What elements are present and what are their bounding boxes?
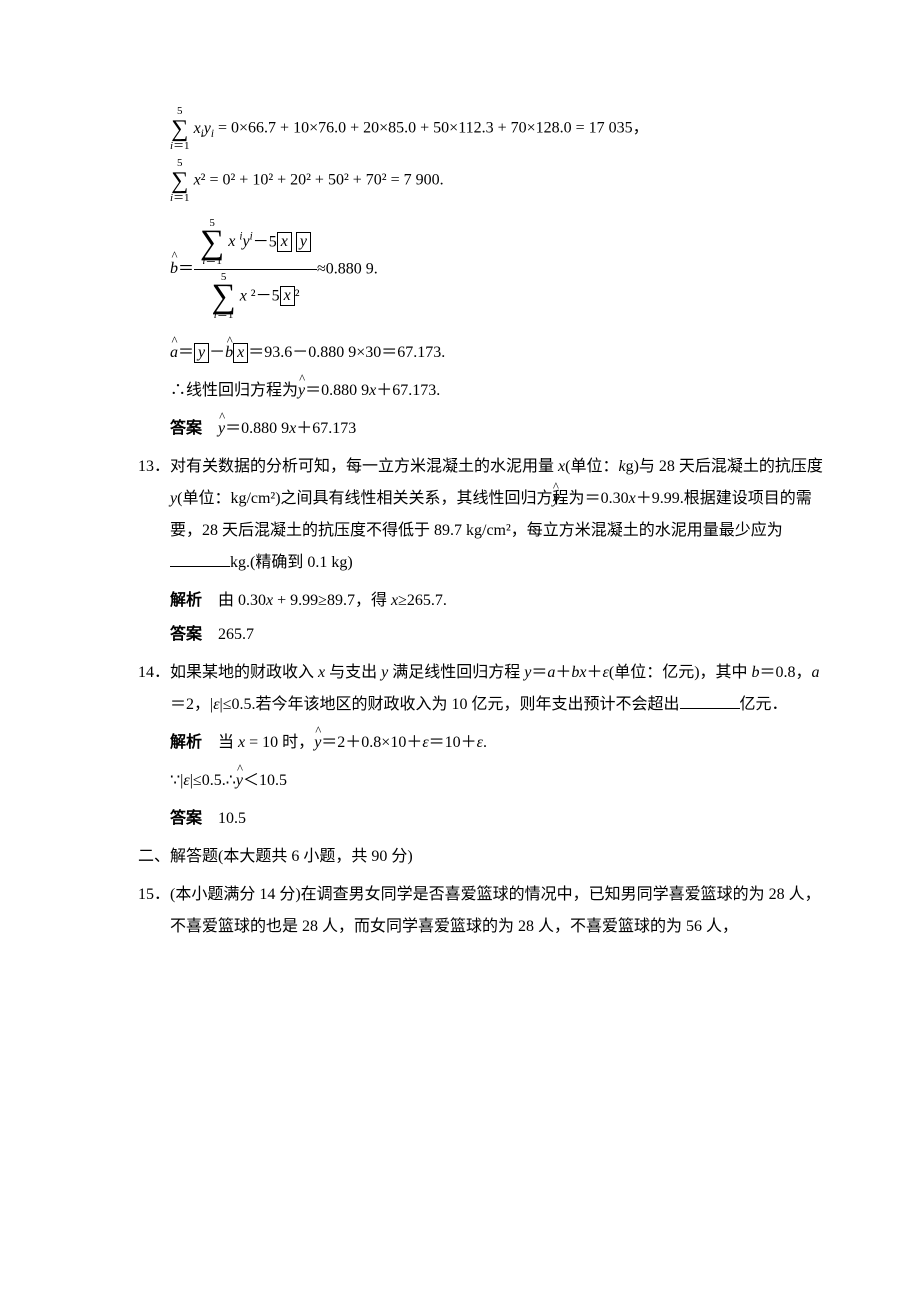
q13-ans-text: 265.7 [218, 626, 254, 643]
document-page: 5 ∑ i＝1 xiyi = 0×66.7 + 10×76.0 + 20×85.… [0, 0, 920, 1029]
bhat-approx: ≈0.880 9. [317, 260, 378, 277]
q13-text-c: kg.(精确到 0.1 kg) [230, 554, 353, 571]
q14-text-b: 亿元． [740, 696, 788, 713]
q14-sol-label: 解析 [170, 734, 202, 751]
sum-xy-line: 5 ∑ i＝1 xiyi = 0×66.7 + 10×76.0 + 20×85.… [170, 106, 830, 152]
ahat-line: a＝y－bx＝93.6－0.880 9×30＝67.173. [170, 337, 830, 369]
sum-x2-body: x [194, 172, 201, 189]
blank-q14 [680, 708, 740, 709]
therefore-line: ∴线性回归方程为y＝0.880 9x＋67.173. [170, 375, 830, 407]
q15-number: 15． [138, 886, 170, 903]
q13-solution: 解析 由 0.30x + 9.99≥89.7，得 x≥265.7. 答案 265… [90, 585, 830, 651]
bhat-fraction: 5∑i＝1 x iyi－5x y 5∑i＝1 x ²－5x² [194, 216, 317, 323]
q13-number: 13． [138, 458, 170, 475]
section-two-heading: 二、解答题(本大题共 6 小题，共 90 分) [90, 841, 830, 873]
question-14: 14．如果某地的财政收入 x 与支出 y 满足线性回归方程 y＝a＋bx＋ε(单… [90, 657, 830, 721]
bhat-line: b＝ 5∑i＝1 x iyi－5x y 5∑i＝1 x ²－5x² ≈0.880… [170, 216, 830, 323]
sum-symbol: 5 ∑ i＝1 [170, 106, 190, 152]
q14-solution: 解析 当 x = 10 时，y＝2＋0.8×10＋ε＝10＋ε. ∵|ε|≤0.… [90, 727, 830, 835]
answer-line-12: 答案 y＝0.880 9x＋67.173 [170, 413, 830, 445]
answer-label: 答案 [170, 420, 202, 437]
blank-q13 [170, 566, 230, 567]
q14-number: 14． [138, 664, 170, 681]
ahat-tail: ＝93.6－0.880 9×30＝67.173. [248, 344, 445, 361]
sum-symbol-2: 5 ∑ i＝1 [170, 158, 190, 204]
sum-xy-body: xiyi [194, 120, 214, 137]
q13-sol-label: 解析 [170, 592, 202, 609]
q13-text-a: 对有关数据的分析可知，每一立方米混凝土的水泥用量 x(单位：kg)与 28 天后… [170, 458, 823, 539]
ahat-sym: a [170, 345, 178, 361]
q14-text-a: 如果某地的财政收入 x 与支出 y 满足线性回归方程 y＝a＋bx＋ε(单位：亿… [170, 664, 820, 713]
calc-block: 5 ∑ i＝1 xiyi = 0×66.7 + 10×76.0 + 20×85.… [90, 106, 830, 445]
q13-ans-label: 答案 [170, 626, 202, 643]
q14-ans-text: 10.5 [218, 810, 246, 827]
q15-text: (本小题满分 14 分)在调查男女同学是否喜爱篮球的情况中，已知男同学喜爱篮球的… [170, 886, 821, 935]
sum-xy-rhs: = 0×66.7 + 10×76.0 + 20×85.0 + 50×112.3 … [214, 120, 649, 137]
sum-x2-line: 5 ∑ i＝1 x² = 0² + 10² + 20² + 50² + 70² … [170, 158, 830, 204]
bhat-sym: b [170, 261, 178, 277]
question-15: 15．(本小题满分 14 分)在调查男女同学是否喜爱篮球的情况中，已知男同学喜爱… [90, 879, 830, 943]
question-13: 13．对有关数据的分析可知，每一立方米混凝土的水泥用量 x(单位：kg)与 28… [90, 451, 830, 579]
q14-ans-label: 答案 [170, 810, 202, 827]
sum-x2-rhs: = 0² + 10² + 20² + 50² + 70² = 7 900. [205, 172, 443, 189]
